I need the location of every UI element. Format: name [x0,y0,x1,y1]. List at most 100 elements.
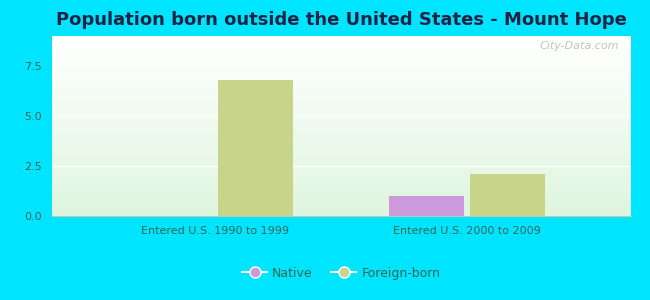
Legend: Native, Foreign-born: Native, Foreign-born [237,262,445,285]
Bar [52,78,630,79]
Bar [52,133,630,134]
Bar [52,198,630,199]
Bar [52,104,630,105]
Bar [52,136,630,137]
Bar [52,76,630,77]
Bar [52,38,630,39]
Bar [52,105,630,106]
Bar [52,172,630,173]
Bar [52,145,630,146]
Bar [52,186,630,187]
Bar [52,84,630,85]
Bar [52,204,630,205]
Bar [52,72,630,73]
Bar [52,125,630,126]
Bar [52,68,630,69]
Bar [52,73,630,74]
Bar [52,100,630,101]
Bar [52,66,630,67]
Bar [52,83,630,84]
Bar [52,106,630,107]
Bar [469,174,545,216]
Bar [52,48,630,49]
Bar [52,49,630,50]
Bar [52,157,630,158]
Bar [52,113,630,114]
Bar [52,210,630,211]
Bar [52,159,630,160]
Bar [52,144,630,145]
Bar [52,147,630,148]
Bar [52,176,630,177]
Bar [52,146,630,147]
Bar [52,202,630,203]
Bar [52,152,630,153]
Bar [52,123,630,124]
Bar [52,209,630,210]
Bar [52,124,630,125]
Bar [52,213,630,214]
Bar [52,174,630,175]
Bar [52,42,630,43]
Bar [52,131,630,132]
Bar [52,179,630,180]
Bar [52,116,630,117]
Bar [52,207,630,208]
Bar [52,112,630,113]
Bar [52,154,630,155]
Bar [52,126,630,127]
Bar [52,195,630,196]
Bar [52,160,630,161]
Bar [52,101,630,102]
Bar [52,201,630,202]
Bar [52,134,630,135]
Bar [52,135,630,136]
Bar [52,137,630,138]
Bar [52,187,630,188]
Bar [52,92,630,93]
Bar [52,63,630,64]
Bar [52,60,630,61]
Bar [52,47,630,48]
Bar [52,173,630,174]
Bar [52,155,630,156]
Bar [52,139,630,140]
Bar [52,193,630,194]
Bar [52,150,630,151]
Bar [52,44,630,45]
Bar [52,45,630,46]
Bar [52,85,630,86]
Bar [52,182,630,183]
Bar [52,91,630,92]
Bar [52,211,630,212]
Bar [52,114,630,115]
Bar [52,189,630,190]
Bar [52,88,630,89]
Bar [52,119,630,120]
Bar [52,185,630,186]
Bar [52,151,630,152]
Bar [52,165,630,166]
Bar [52,127,630,128]
Bar [52,90,630,91]
Bar [52,178,630,179]
Bar [52,164,630,165]
Bar [52,132,630,133]
Bar [52,171,630,172]
Bar [52,143,630,144]
Bar [52,118,630,119]
Bar [52,163,630,164]
Text: City-Data.com: City-Data.com [540,41,619,51]
Bar [389,196,465,216]
Bar [52,153,630,154]
Bar [52,39,630,40]
Bar [52,208,630,209]
Bar [52,215,630,216]
Bar [52,58,630,59]
Bar [52,194,630,195]
Bar [52,188,630,189]
Bar [52,98,630,99]
Bar [52,77,630,78]
Bar [52,129,630,130]
Bar [52,36,630,37]
